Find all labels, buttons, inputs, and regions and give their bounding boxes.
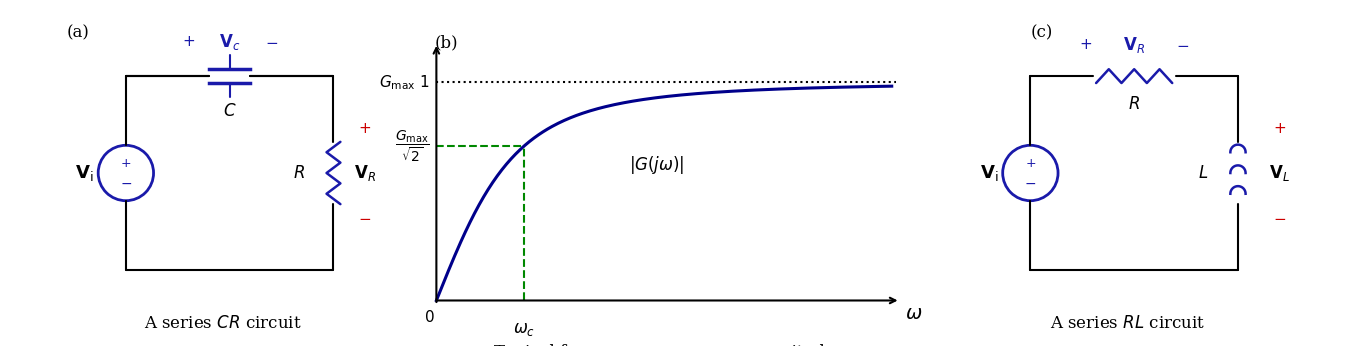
Text: (c): (c) — [1030, 24, 1053, 41]
Text: $\mathbf{V}_R$: $\mathbf{V}_R$ — [1123, 35, 1145, 55]
Text: (a): (a) — [68, 24, 90, 41]
Text: 0: 0 — [424, 310, 435, 326]
Text: (b): (b) — [435, 34, 458, 51]
Text: $\mathbf{V}_\mathrm{i}$: $\mathbf{V}_\mathrm{i}$ — [980, 163, 998, 183]
Text: $\mathbf{V}_L$: $\mathbf{V}_L$ — [1269, 163, 1289, 183]
Text: $\mathbf{V}_\mathrm{i}$: $\mathbf{V}_\mathrm{i}$ — [76, 163, 93, 183]
Text: $-$: $-$ — [1025, 176, 1037, 190]
Text: $\mathbf{V}_c$: $\mathbf{V}_c$ — [219, 31, 240, 52]
Text: $\omega$: $\omega$ — [904, 304, 922, 323]
Text: $L$: $L$ — [1199, 164, 1208, 182]
Text: $\omega_c$: $\omega_c$ — [513, 320, 535, 338]
Text: A series $CR$ circuit: A series $CR$ circuit — [144, 315, 301, 332]
Text: $-$: $-$ — [265, 34, 278, 49]
Text: A series $RL$ circuit: A series $RL$ circuit — [1050, 315, 1204, 332]
Text: $-$: $-$ — [358, 210, 371, 226]
Text: $+$: $+$ — [1025, 157, 1035, 170]
Text: $G_{\max}$ 1: $G_{\max}$ 1 — [379, 73, 429, 92]
Text: $+$: $+$ — [1079, 37, 1092, 53]
Text: $|G(j\omega)|$: $|G(j\omega)|$ — [629, 154, 684, 176]
Text: $\mathbf{V}_R$: $\mathbf{V}_R$ — [354, 163, 375, 183]
Text: $+$: $+$ — [358, 120, 371, 136]
Text: $-$: $-$ — [1176, 37, 1189, 53]
Text: $+$: $+$ — [120, 157, 131, 170]
Text: $R$: $R$ — [1129, 95, 1141, 113]
Text: $+$: $+$ — [182, 34, 194, 49]
Text: $+$: $+$ — [1273, 120, 1287, 136]
Text: $R$: $R$ — [293, 164, 305, 182]
Text: $C$: $C$ — [223, 102, 236, 120]
Text: $\dfrac{G_{\max}}{\sqrt{2}}$: $\dfrac{G_{\max}}{\sqrt{2}}$ — [396, 128, 429, 164]
Text: Typical frequency response – magnitude: Typical frequency response – magnitude — [494, 344, 834, 346]
Text: $-$: $-$ — [120, 176, 132, 190]
Text: $-$: $-$ — [1273, 210, 1287, 226]
